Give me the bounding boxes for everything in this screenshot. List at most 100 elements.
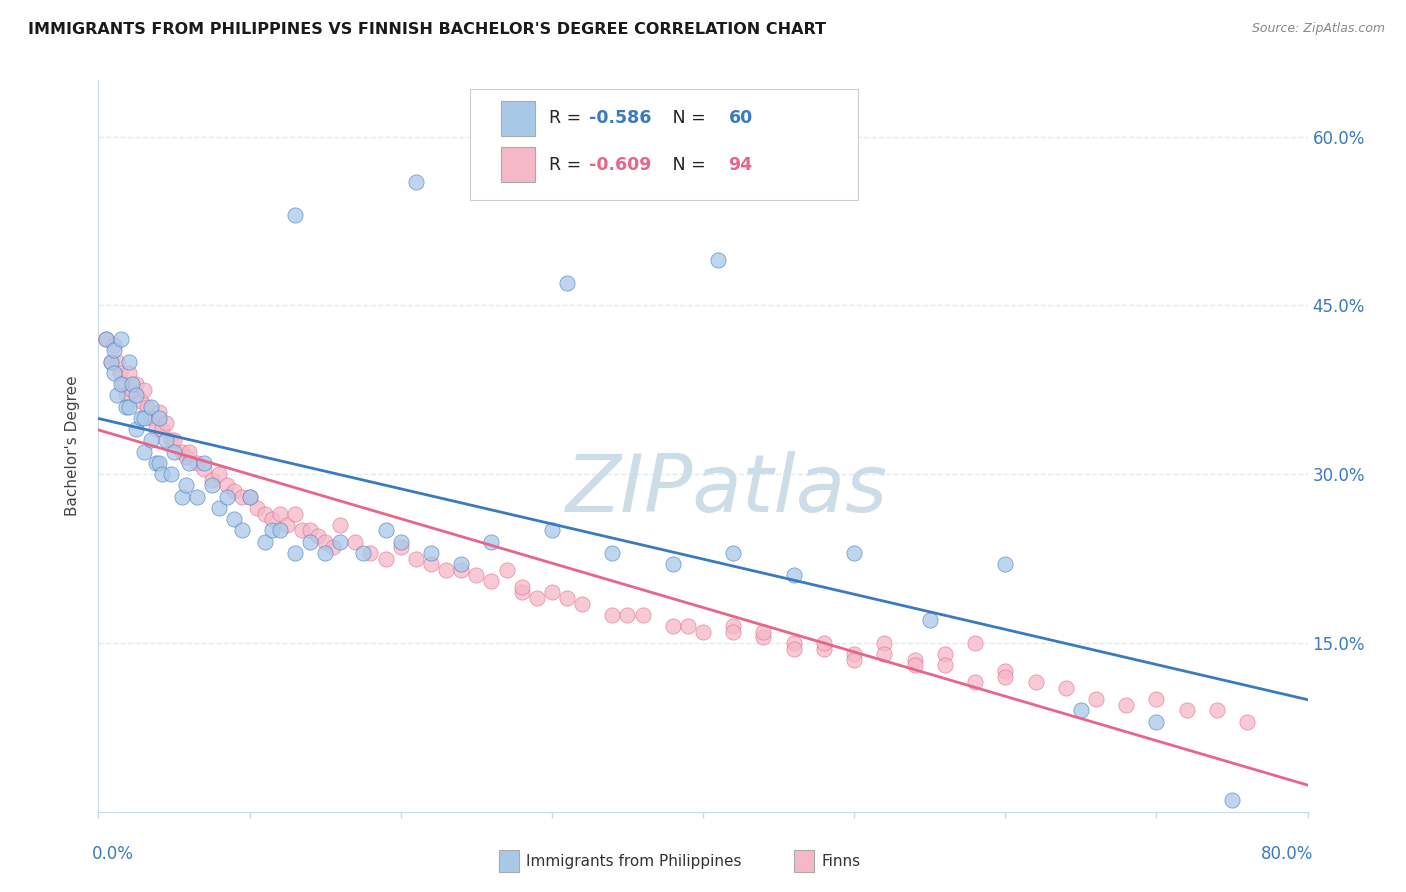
Point <box>965 675 987 690</box>
Point <box>174 478 197 492</box>
Point <box>253 507 276 521</box>
Point <box>322 541 344 555</box>
Point <box>434 563 457 577</box>
Point <box>1206 703 1229 717</box>
Point <box>186 456 208 470</box>
Point <box>352 546 374 560</box>
Point <box>103 337 125 351</box>
Text: 94: 94 <box>728 156 752 174</box>
Point <box>389 541 412 555</box>
Point <box>692 624 714 639</box>
Point <box>602 607 624 622</box>
Point <box>571 597 593 611</box>
Text: Immigrants from Philippines: Immigrants from Philippines <box>526 855 741 869</box>
Point <box>813 636 835 650</box>
Point <box>148 405 170 419</box>
Point <box>676 619 699 633</box>
Point <box>994 670 1017 684</box>
Point <box>1144 692 1167 706</box>
Point <box>201 478 224 492</box>
Point <box>179 444 201 458</box>
Point <box>329 517 352 532</box>
Text: ZIPatlas: ZIPatlas <box>567 450 889 529</box>
Point <box>129 410 152 425</box>
Point <box>121 377 143 392</box>
Point <box>208 467 231 482</box>
Point <box>163 434 186 448</box>
Point <box>284 507 307 521</box>
Point <box>135 400 157 414</box>
Point <box>616 607 638 622</box>
Point <box>510 580 533 594</box>
Point <box>141 410 163 425</box>
Point <box>193 461 215 475</box>
Point <box>174 450 197 465</box>
Point <box>1220 793 1243 807</box>
Point <box>344 534 367 549</box>
Text: Finns: Finns <box>821 855 860 869</box>
Point <box>132 444 155 458</box>
Point <box>873 647 896 661</box>
Point <box>125 377 148 392</box>
Point <box>1024 675 1046 690</box>
Text: N =: N = <box>655 156 711 174</box>
FancyBboxPatch shape <box>501 147 534 182</box>
Point <box>246 500 269 515</box>
Point <box>314 546 336 560</box>
Point <box>873 636 896 650</box>
Point <box>291 524 314 538</box>
Point <box>114 388 136 402</box>
Point <box>934 658 956 673</box>
Point <box>495 563 517 577</box>
Point <box>707 253 730 268</box>
Point <box>148 456 170 470</box>
Point <box>994 664 1017 678</box>
Text: R =: R = <box>550 156 588 174</box>
Point <box>329 534 352 549</box>
Point <box>132 410 155 425</box>
Text: N =: N = <box>655 110 711 128</box>
Point <box>661 619 683 633</box>
Point <box>100 354 122 368</box>
Point <box>100 354 122 368</box>
Point <box>118 366 141 380</box>
Text: 0.0%: 0.0% <box>93 845 134 863</box>
Point <box>374 524 396 538</box>
Point <box>752 630 775 644</box>
Point <box>160 467 183 482</box>
Point <box>844 653 866 667</box>
Point <box>125 422 148 436</box>
Point <box>420 557 443 571</box>
Point <box>179 456 201 470</box>
Point <box>224 483 246 498</box>
Point <box>94 332 117 346</box>
Point <box>299 534 322 549</box>
Point <box>844 647 866 661</box>
Point <box>141 400 163 414</box>
Point <box>284 546 307 560</box>
Point <box>155 417 177 431</box>
Point <box>125 388 148 402</box>
Point <box>201 473 224 487</box>
Point <box>262 512 284 526</box>
Point <box>723 624 745 639</box>
Point <box>231 490 253 504</box>
Point <box>934 647 956 661</box>
Point <box>723 546 745 560</box>
Point <box>160 434 183 448</box>
Text: 80.0%: 80.0% <box>1261 845 1313 863</box>
Point <box>111 377 134 392</box>
Point <box>374 551 396 566</box>
Point <box>555 276 578 290</box>
Point <box>1070 703 1092 717</box>
Point <box>783 636 806 650</box>
Point <box>994 557 1017 571</box>
Point <box>631 607 654 622</box>
Point <box>405 551 427 566</box>
Point <box>110 332 132 346</box>
Point <box>170 444 193 458</box>
Point <box>231 524 253 538</box>
Text: IMMIGRANTS FROM PHILIPPINES VS FINNISH BACHELOR'S DEGREE CORRELATION CHART: IMMIGRANTS FROM PHILIPPINES VS FINNISH B… <box>28 22 827 37</box>
Point <box>481 534 503 549</box>
Point <box>314 534 336 549</box>
